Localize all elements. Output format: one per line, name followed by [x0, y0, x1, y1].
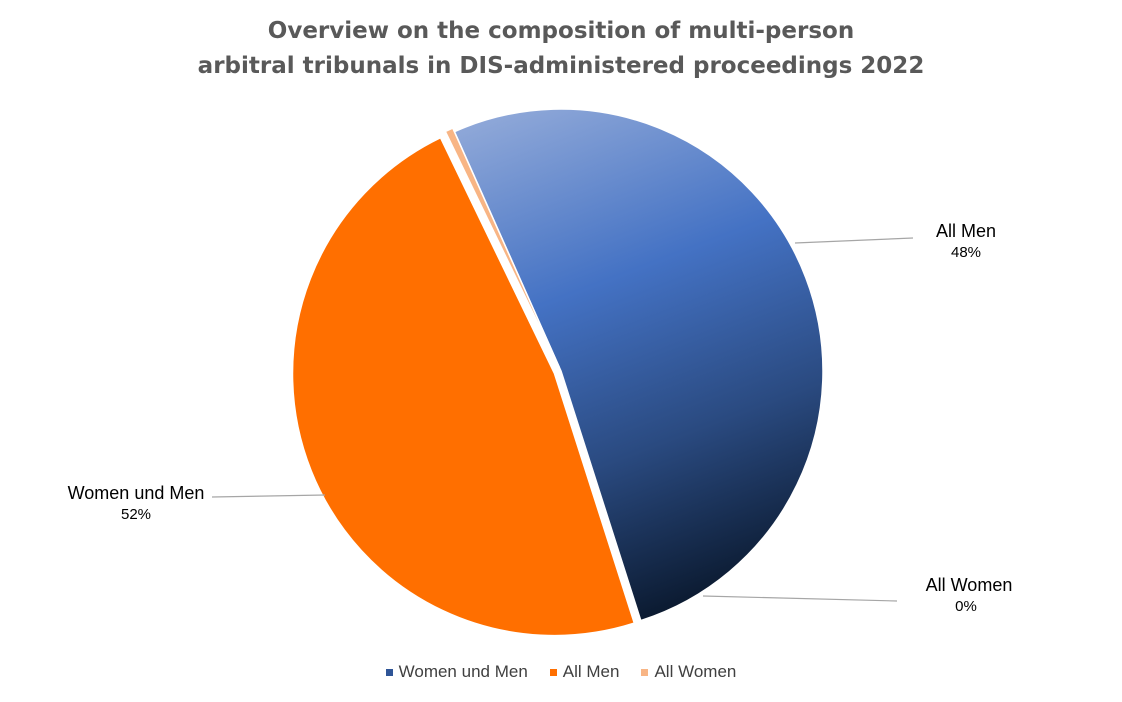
chart-title-line-1: Overview on the composition of multi-per…	[267, 18, 855, 44]
legend-swatch-all-men	[549, 668, 557, 676]
legend-swatch-all-women	[641, 668, 649, 676]
legend-label-all-women: All Women	[654, 662, 737, 681]
legend-item-women-und-men: Women und Men	[385, 662, 528, 682]
leader-line-women-und-men	[211, 494, 326, 498]
data-label-name-all-women: All Women	[926, 575, 1013, 595]
pie-slice-all-women	[444, 127, 561, 368]
pie-slice-all-men	[291, 136, 636, 637]
chart-legend: Women und Men All Men All Women	[0, 662, 1122, 682]
legend-item-all-women: All Women	[641, 662, 736, 682]
data-label-name-all-men: All Men	[936, 221, 996, 241]
legend-swatch-women-und-men	[385, 668, 393, 676]
data-label-percent-all-men: 48%	[951, 244, 981, 261]
data-label-percent-all-women: 0%	[955, 598, 977, 615]
data-label-percent-women-und-men: 52%	[121, 506, 151, 523]
leader-line-all-men	[794, 237, 914, 244]
chart-title-line-2: arbitral tribunals in DIS-administered p…	[197, 53, 925, 79]
legend-label-all-men: All Men	[562, 662, 620, 681]
legend-label-women-und-men: Women und Men	[398, 662, 528, 681]
leader-line-all-women	[702, 595, 898, 602]
legend-item-all-men: All Men	[549, 662, 620, 682]
pie-slice-women-und-men	[453, 108, 824, 622]
chart-title: Overview on the composition of multi-per…	[0, 14, 1122, 84]
data-label-name-women-und-men: Women und Men	[68, 483, 205, 503]
